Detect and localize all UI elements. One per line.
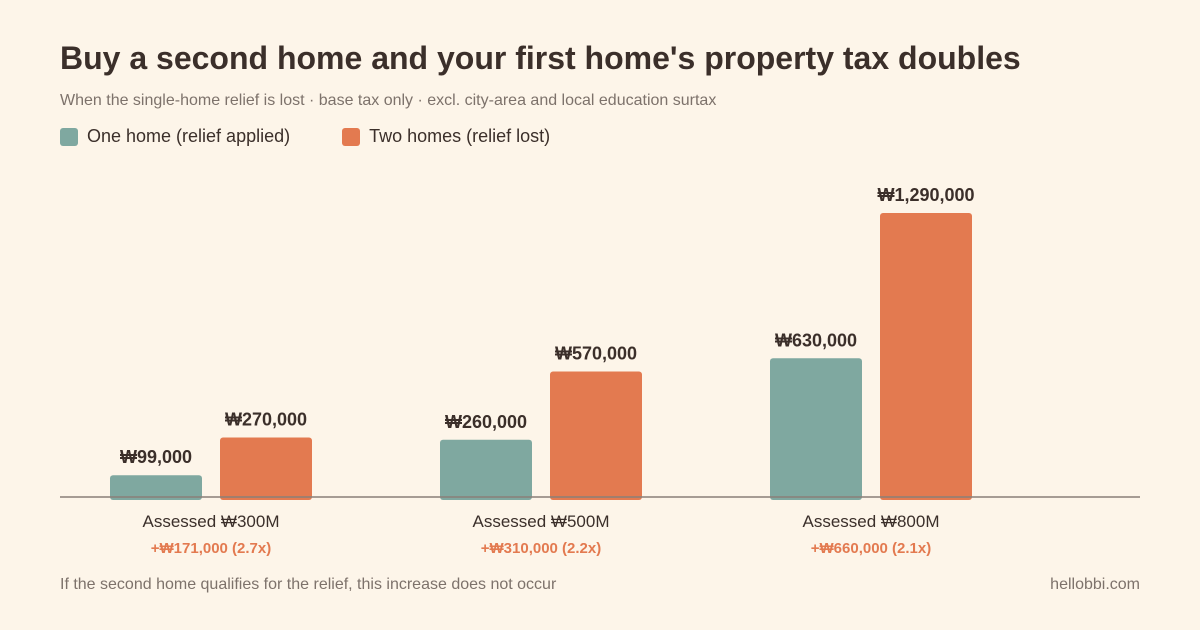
bar-two-homes bbox=[550, 371, 642, 500]
legend-swatch-one-home bbox=[60, 127, 78, 146]
legend-label-one-home: One home (relief applied) bbox=[87, 126, 291, 146]
bar-one-home bbox=[110, 475, 202, 500]
legend-swatch-two-homes bbox=[342, 127, 361, 146]
site-credit: hellobbi.com bbox=[1050, 576, 1140, 593]
footnote: If the second home qualifies for the rel… bbox=[60, 576, 557, 593]
increase-annotation: +₩660,000 (2.1x) bbox=[811, 540, 932, 557]
increase-annotation: +₩171,000 (2.7x) bbox=[151, 540, 272, 557]
legend-item-one-home: One home (relief applied) bbox=[60, 126, 290, 147]
bar-one-home bbox=[440, 439, 532, 500]
data-label: ₩570,000 bbox=[555, 344, 637, 364]
data-label: ₩260,000 bbox=[445, 412, 527, 432]
legend-label-two-homes: Two homes (relief lost) bbox=[369, 126, 551, 146]
chart-subtitle: When the single-home relief is lost · ba… bbox=[60, 92, 717, 109]
legend-item-two-homes: Two homes (relief lost) bbox=[342, 126, 550, 147]
x-tick-label: Assessed ₩800M bbox=[803, 512, 940, 531]
bar-one-home bbox=[770, 358, 862, 500]
bar-two-homes bbox=[220, 437, 312, 500]
x-tick-label: Assessed ₩300M bbox=[143, 512, 280, 531]
bar-two-homes bbox=[880, 213, 972, 500]
x-tick-label: Assessed ₩500M bbox=[473, 512, 610, 531]
data-label: ₩630,000 bbox=[775, 330, 857, 350]
data-label: ₩270,000 bbox=[225, 410, 307, 430]
data-label: ₩1,290,000 bbox=[877, 185, 974, 205]
chart-title: Buy a second home and your first home's … bbox=[60, 40, 1021, 76]
increase-annotation: +₩310,000 (2.2x) bbox=[481, 540, 602, 557]
legend: One home (relief applied) Two homes (rel… bbox=[60, 126, 602, 147]
data-label: ₩99,000 bbox=[120, 447, 192, 467]
